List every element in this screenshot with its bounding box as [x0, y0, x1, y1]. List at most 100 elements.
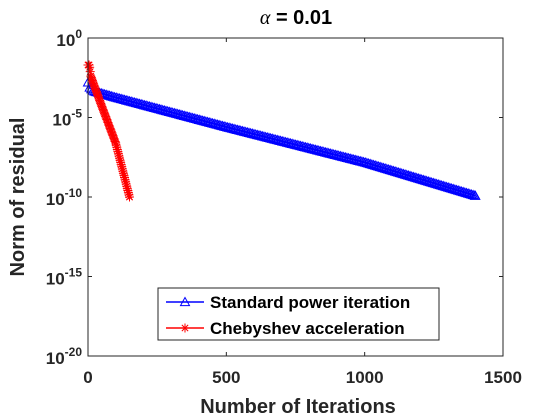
y-tick-base: 10 [46, 349, 65, 368]
data-point [459, 187, 471, 197]
data-point [89, 80, 99, 90]
data-point [87, 74, 97, 84]
data-point [432, 179, 444, 189]
data-point [391, 166, 403, 177]
data-point [431, 178, 442, 189]
data-point [381, 163, 393, 174]
data-point [434, 179, 446, 190]
data-point [103, 117, 113, 127]
chart-title-symbol: α [260, 7, 271, 29]
data-point [409, 172, 421, 182]
data-point [457, 186, 469, 197]
data-point [386, 165, 398, 175]
data-point [411, 172, 423, 183]
data-point [119, 170, 129, 180]
data-point [108, 131, 118, 141]
data-point [101, 112, 111, 122]
data-point [371, 160, 383, 171]
data-point [100, 109, 110, 119]
data-point [412, 173, 424, 183]
data-point [394, 167, 406, 178]
data-point [439, 181, 451, 191]
series-layer [82, 60, 481, 202]
data-point [115, 153, 125, 163]
data-point [85, 67, 95, 77]
chebyshev-series [83, 60, 134, 202]
data-point [121, 179, 131, 189]
data-point [92, 89, 102, 99]
data-point [97, 103, 107, 113]
data-point [384, 164, 396, 175]
data-point [114, 151, 124, 161]
data-point [96, 98, 106, 108]
data-point [449, 184, 461, 194]
x-tick-label: 0 [83, 368, 92, 387]
data-point [429, 178, 441, 188]
data-point [84, 60, 94, 70]
data-point [104, 120, 114, 130]
data-point [117, 164, 127, 174]
data-point [89, 79, 99, 89]
data-point [451, 184, 462, 195]
data-point [122, 183, 132, 193]
data-point [90, 82, 100, 92]
data-point [436, 180, 447, 190]
data-point [99, 107, 109, 117]
data-point [426, 177, 437, 187]
data-point [91, 86, 101, 96]
data-point [112, 144, 122, 154]
y-tick-label: 10-15 [46, 266, 83, 289]
data-point [86, 71, 96, 81]
data-point [383, 164, 394, 174]
data-point [100, 110, 110, 120]
data-point [378, 162, 389, 173]
data-point [116, 160, 126, 170]
x-tick-label: 1500 [484, 368, 522, 387]
data-point [388, 165, 399, 176]
x-tick-label: 1000 [346, 368, 384, 387]
data-point [123, 188, 133, 198]
legend-label-chebyshev: Chebyshev acceleration [210, 319, 405, 338]
data-point [106, 125, 116, 135]
data-point [419, 175, 431, 185]
data-point [98, 104, 108, 114]
data-point [422, 176, 434, 186]
y-tick-label: 10-10 [46, 186, 83, 209]
data-point [393, 167, 404, 177]
data-point [112, 142, 122, 152]
data-point [364, 158, 376, 169]
data-point [116, 157, 126, 167]
data-point [399, 169, 411, 179]
y-tick-base: 10 [56, 31, 75, 50]
y-axis-title: Norm of residual [7, 118, 29, 277]
data-point [122, 181, 132, 191]
data-point [111, 138, 121, 148]
data-point [113, 149, 123, 159]
data-point [363, 158, 374, 168]
data-point [124, 190, 134, 200]
data-point [125, 192, 134, 202]
data-point [106, 126, 116, 136]
data-point [95, 97, 105, 107]
data-point [107, 129, 117, 139]
data-point [108, 132, 118, 142]
data-point [115, 155, 125, 165]
legend-triangle-marker [179, 296, 191, 307]
data-point [408, 171, 419, 182]
data-point [105, 122, 115, 132]
chart-title-text: = 0.01 [270, 7, 332, 29]
data-point [406, 171, 418, 181]
data-point [379, 163, 391, 173]
data-point [123, 186, 133, 196]
data-point [118, 168, 128, 178]
legend-label-standard: Standard power iteration [210, 293, 410, 312]
data-point [361, 157, 373, 168]
data-point [120, 175, 130, 185]
data-point [91, 85, 101, 95]
data-point [90, 83, 100, 93]
data-point [95, 95, 105, 105]
data-point [427, 177, 439, 188]
data-point [374, 161, 386, 172]
data-point [403, 170, 414, 180]
data-point [107, 128, 117, 138]
